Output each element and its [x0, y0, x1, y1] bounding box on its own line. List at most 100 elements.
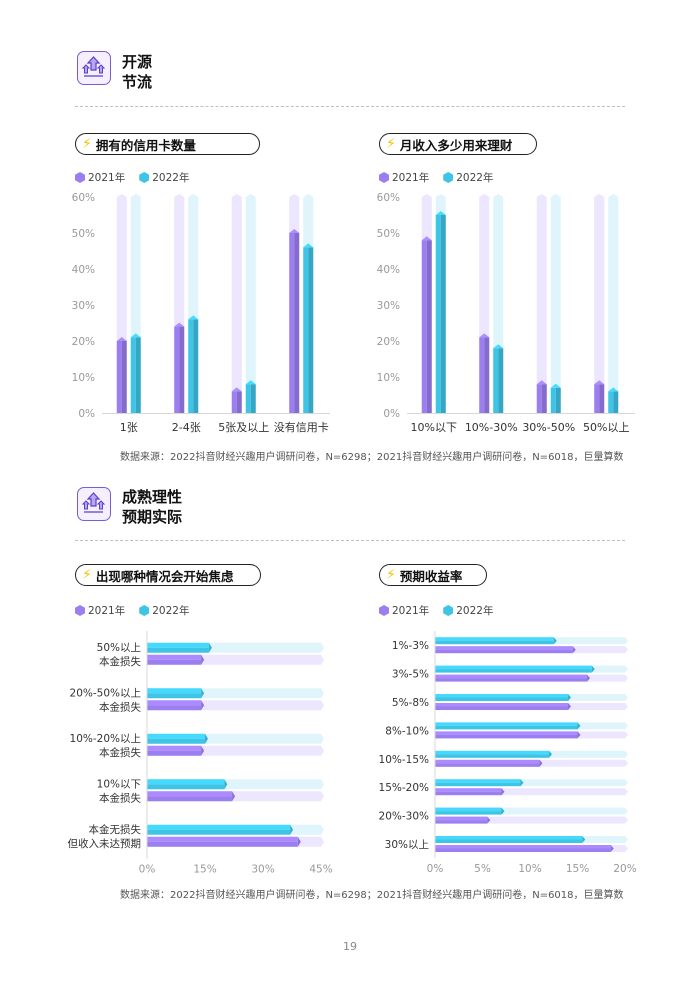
section2-divider [75, 540, 625, 541]
bar-cap [116, 337, 127, 341]
chart3-title-chip: ⚡ 出现哪种情况会开始焦虑 [75, 564, 261, 586]
bar [435, 665, 592, 670]
bar-track-cap [550, 194, 561, 197]
legend-2022-swatch [139, 605, 150, 616]
y-category-label: 5%-8% [392, 697, 429, 709]
bar-shade [613, 391, 619, 413]
bar-cap [587, 674, 590, 682]
y-tick-label: 30% [377, 300, 400, 312]
bar [147, 654, 202, 660]
bar-track [435, 788, 625, 796]
bar-cap [520, 779, 524, 787]
bar [147, 745, 202, 751]
bar-shade [147, 841, 298, 847]
chart1-title: 拥有的信用卡数量 [95, 137, 196, 153]
y-category-label: 50%以上 [97, 642, 141, 654]
bar-shade [135, 337, 141, 413]
bar-shade [147, 796, 233, 802]
bar-cap [130, 333, 141, 338]
chart4-title: 预期收益率 [399, 568, 463, 584]
bar-shade [193, 319, 199, 413]
bar-track [174, 197, 185, 413]
bar-cap [201, 700, 205, 711]
bar-track-cap [116, 194, 127, 197]
lightning-icon: ⚡ [82, 136, 92, 152]
bar-track-cap [321, 642, 324, 653]
chart2-legend: 2021年 2022年 [379, 170, 493, 185]
bar [435, 836, 583, 840]
page-number: 19 [343, 940, 357, 953]
legend-2022-swatch [443, 605, 454, 616]
y-tick-label: 40% [377, 264, 400, 276]
bar-track [147, 654, 321, 665]
bar [435, 779, 521, 783]
bar-cap [572, 646, 576, 654]
bar-track [147, 745, 321, 756]
bar-track [245, 197, 256, 413]
legend-2022-label: 2022年 [456, 605, 494, 617]
bar-cap [205, 733, 208, 744]
source-note-bottom: 数据来源：2022抖音财经兴趣用户调研问卷，N=6298；2021抖音财经兴趣用… [120, 890, 624, 901]
bar [435, 646, 573, 650]
bar [550, 387, 556, 413]
bar-track-cap [625, 836, 628, 843]
bar-cap [487, 816, 491, 824]
chart2-title-chip: ⚡ 月收入多少用来理财 [379, 133, 537, 155]
bar-track-cap [321, 700, 324, 711]
bar-track-cap [625, 674, 628, 682]
x-category-label: 5张及以上 [218, 421, 269, 434]
bar-cap [501, 807, 505, 815]
bar-track [147, 779, 321, 790]
legend-2021-label: 2021年 [88, 605, 126, 617]
bar-track-cap [625, 665, 628, 673]
legend-2021-swatch [379, 172, 389, 183]
bar [147, 824, 291, 830]
bar-cap [208, 642, 212, 653]
y-tick-label: 40% [72, 264, 95, 276]
bar [435, 703, 568, 707]
bar-track-cap [625, 646, 628, 654]
bar-shade [147, 693, 202, 699]
bar-shade [435, 725, 578, 730]
bar-track [493, 197, 504, 413]
y-category-label: 本金损失 [99, 791, 141, 804]
bar-cap [493, 344, 504, 349]
x-tick-label: 45% [309, 864, 332, 876]
lightning-icon: ⚡ [82, 567, 92, 583]
y-tick-label: 30% [72, 300, 95, 312]
bar-cap [188, 315, 199, 320]
bar-cap [303, 243, 314, 248]
bar-shade [435, 839, 583, 843]
bar [435, 750, 549, 755]
bar-cap [421, 236, 432, 241]
bar [147, 779, 225, 785]
bar-track [435, 816, 625, 824]
bar-cap [582, 836, 586, 843]
bar-track [188, 197, 199, 413]
bar [116, 341, 122, 413]
bar-track-cap [321, 688, 324, 699]
bar [303, 247, 309, 413]
chart3-anxiety-trigger: 50%以上本金损失20%-50%以上本金损失10%-20%以上本金损失10%以下… [68, 631, 333, 876]
section1-title-line1: 开源 [122, 53, 153, 71]
x-tick-label: 0% [427, 863, 444, 875]
bar-shade [179, 326, 185, 413]
bar [231, 391, 237, 413]
bar-cap [610, 845, 614, 852]
bar-shade [147, 705, 202, 711]
bar-track-cap [608, 194, 619, 197]
bar-cap [594, 380, 605, 385]
bar [608, 391, 614, 413]
bar [147, 791, 233, 797]
bar [594, 384, 600, 413]
bar-shade [147, 647, 209, 653]
bar-shade [147, 829, 291, 835]
bar-shade [435, 706, 568, 710]
bar-cap [479, 333, 490, 338]
bar [536, 384, 542, 413]
bar-shade [147, 738, 205, 744]
bar-track-cap [289, 194, 300, 197]
x-tick-label: 15% [566, 863, 589, 875]
bar-track-cap [231, 194, 242, 197]
x-category-label: 30%-50% [522, 421, 575, 434]
